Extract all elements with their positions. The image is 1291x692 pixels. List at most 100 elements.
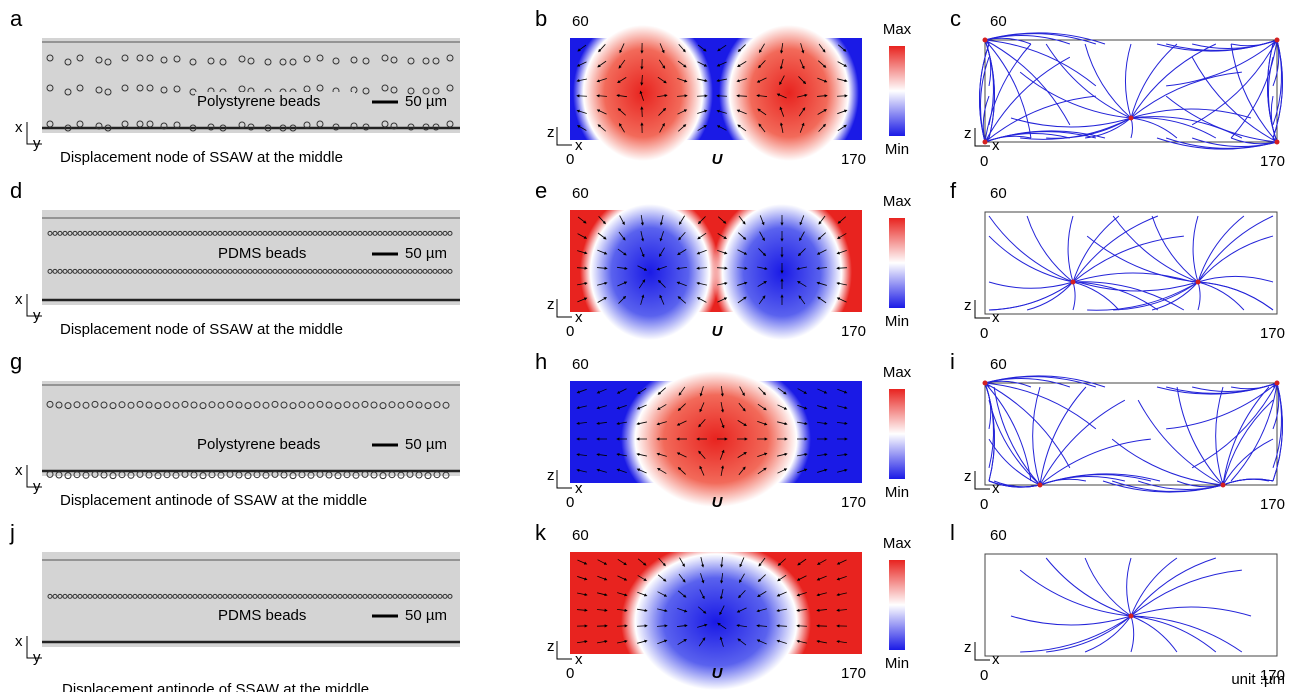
bead bbox=[112, 593, 118, 599]
bead bbox=[152, 230, 158, 236]
bead bbox=[182, 593, 188, 599]
field-arrow bbox=[777, 468, 788, 474]
bead bbox=[279, 124, 287, 132]
bead bbox=[217, 471, 225, 479]
bead bbox=[227, 593, 233, 599]
axis-arrows bbox=[556, 299, 572, 318]
bead bbox=[262, 230, 268, 236]
bead bbox=[122, 593, 128, 599]
bead bbox=[235, 471, 243, 479]
bead bbox=[247, 268, 253, 274]
bead bbox=[132, 230, 138, 236]
bead bbox=[412, 268, 418, 274]
trajectory bbox=[1130, 117, 1217, 139]
bead bbox=[232, 268, 238, 274]
bead bbox=[127, 593, 133, 599]
bead bbox=[390, 122, 398, 130]
bead bbox=[271, 470, 279, 478]
bead bbox=[227, 230, 233, 236]
bead bbox=[104, 58, 112, 66]
bead bbox=[417, 230, 423, 236]
trajectory bbox=[1130, 43, 1217, 119]
label-bg bbox=[195, 244, 355, 264]
bead bbox=[307, 401, 315, 409]
bead bbox=[422, 87, 430, 95]
bead bbox=[432, 593, 438, 599]
bead bbox=[160, 56, 168, 64]
field-arrow bbox=[777, 574, 787, 582]
field-arrow bbox=[616, 468, 627, 473]
bead bbox=[235, 401, 243, 409]
axis-x: x bbox=[575, 137, 583, 154]
trajectory bbox=[1156, 137, 1278, 150]
field-arrow bbox=[717, 297, 728, 303]
trajectory bbox=[1222, 399, 1274, 486]
bead bbox=[252, 230, 258, 236]
field-arrow bbox=[738, 466, 746, 476]
trajectory bbox=[988, 281, 1074, 289]
trajectory bbox=[1197, 215, 1245, 283]
bead bbox=[442, 401, 450, 409]
bead bbox=[347, 593, 353, 599]
bead bbox=[362, 268, 368, 274]
bead bbox=[222, 230, 228, 236]
field-arrow bbox=[636, 404, 647, 410]
bead bbox=[162, 230, 168, 236]
bead bbox=[264, 58, 272, 66]
bead bbox=[392, 230, 398, 236]
field-arrow bbox=[736, 607, 747, 613]
field-arrow bbox=[678, 573, 686, 583]
field-arrow bbox=[577, 216, 587, 224]
bead bbox=[352, 471, 360, 479]
field-arrow bbox=[797, 468, 808, 474]
bead bbox=[432, 268, 438, 274]
bead bbox=[222, 593, 228, 599]
field-arrow bbox=[617, 248, 627, 256]
field-arrow bbox=[676, 94, 688, 98]
bead bbox=[146, 120, 154, 128]
bead bbox=[412, 593, 418, 599]
field-arrow bbox=[756, 77, 767, 83]
field-arrow bbox=[616, 608, 628, 612]
field-arrow bbox=[677, 296, 687, 304]
bead bbox=[182, 268, 188, 274]
field-arrow bbox=[700, 573, 705, 584]
field-arrow bbox=[576, 608, 588, 612]
field-arrow bbox=[596, 421, 608, 425]
axis-arrows bbox=[26, 636, 42, 659]
field-arrow bbox=[716, 78, 727, 83]
axis-z: z bbox=[964, 639, 972, 656]
field-arrow bbox=[759, 215, 765, 226]
field-arrow bbox=[756, 639, 767, 645]
field-arrow bbox=[698, 418, 706, 428]
bead bbox=[137, 230, 143, 236]
bead bbox=[237, 268, 243, 274]
bead bbox=[372, 268, 378, 274]
field-arrow bbox=[757, 574, 766, 583]
bead bbox=[327, 230, 333, 236]
trajectory bbox=[1230, 39, 1278, 47]
bead bbox=[312, 593, 318, 599]
bead bbox=[397, 471, 405, 479]
sink-point bbox=[1274, 380, 1280, 386]
bead bbox=[327, 593, 333, 599]
trajectory bbox=[1010, 117, 1132, 128]
bead bbox=[77, 268, 83, 274]
bead bbox=[197, 268, 203, 274]
field-arrow bbox=[696, 297, 707, 303]
trajectory bbox=[1112, 215, 1199, 283]
field-arrow bbox=[797, 421, 808, 426]
trajectory bbox=[1130, 615, 1135, 653]
bead bbox=[289, 402, 297, 410]
bead bbox=[219, 58, 227, 66]
axis-y: y bbox=[33, 307, 41, 324]
trajectory bbox=[1039, 438, 1151, 486]
field-arrow bbox=[657, 608, 668, 613]
field-arrow bbox=[577, 250, 588, 255]
bead bbox=[157, 593, 163, 599]
bead bbox=[433, 401, 441, 409]
bead bbox=[390, 86, 398, 94]
trajectory bbox=[1072, 272, 1194, 283]
field-arrow bbox=[816, 94, 828, 98]
